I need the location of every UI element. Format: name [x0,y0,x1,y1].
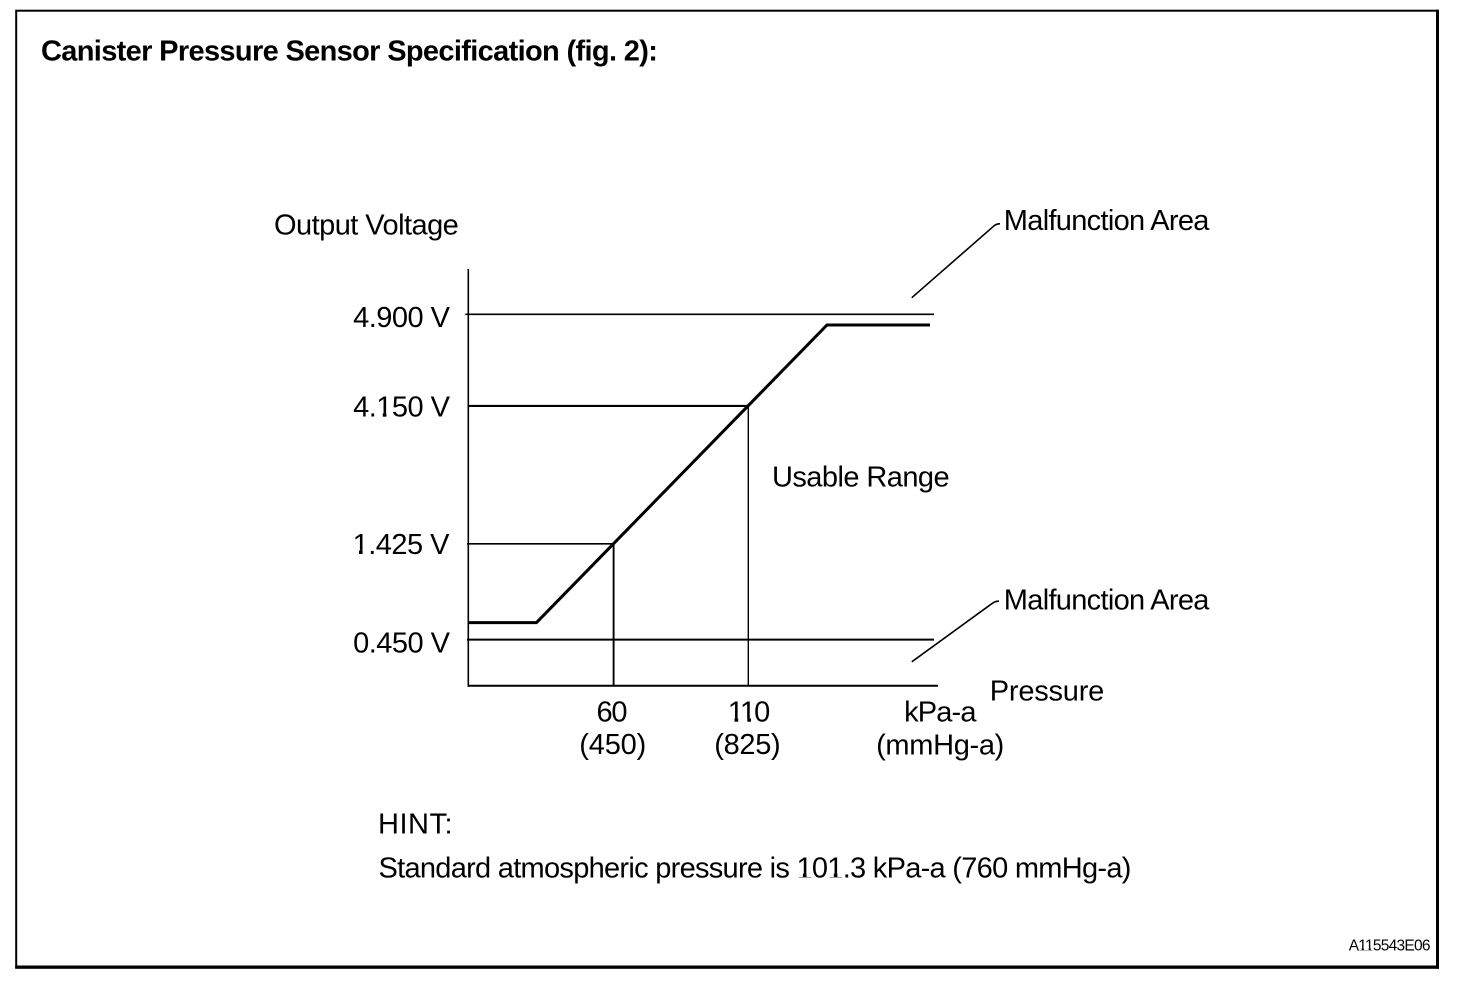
svg-text:0.450 V: 0.450 V [353,628,451,660]
svg-text:60: 60 [597,697,628,729]
svg-text:HINT:: HINT: [378,808,453,840]
svg-text:kPa-a: kPa-a [904,697,977,729]
svg-text:A115543E06: A115543E06 [1349,937,1431,954]
svg-text:110: 110 [728,697,771,729]
svg-text:Standard atmospheric pressure: Standard atmospheric pressure is 101.3 k… [379,852,1132,884]
svg-text:Output Voltage: Output Voltage [274,210,459,242]
svg-text:(450): (450) [579,729,646,761]
svg-text:Usable Range: Usable Range [772,462,950,494]
svg-text:(825): (825) [714,729,780,761]
svg-text:4.150 V: 4.150 V [353,392,451,424]
svg-text:Canister Pressure Sensor Speci: Canister Pressure Sensor Specification (… [41,36,658,68]
svg-text:1.425 V: 1.425 V [353,529,451,561]
svg-text:Malfunction Area: Malfunction Area [1004,585,1210,617]
svg-text:4.900 V: 4.900 V [353,302,451,334]
svg-text:Pressure: Pressure [990,676,1105,708]
svg-text:(mmHg-a): (mmHg-a) [876,729,1004,761]
svg-text:Malfunction Area: Malfunction Area [1004,205,1210,237]
